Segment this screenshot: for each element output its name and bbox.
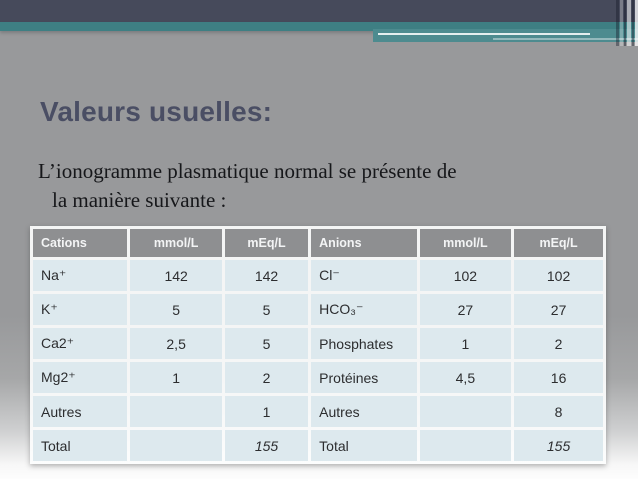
table-row: Ca2⁺ 2,5 5 Phosphates 1 2 [33,328,603,359]
cell-value [130,430,222,461]
cell-anion-label: Phosphates [311,328,417,359]
white-hairline [493,38,638,40]
cell-value: 102 [419,260,512,291]
table-header-row: Cations mmol/L mEq/L Anions mmol/L mEq/L [33,229,603,257]
slide-subtitle: L’ionogramme plasmatique normal se prése… [38,157,457,215]
cell-value: 1 [419,328,512,359]
cell-total-label: Total [311,430,417,461]
slide-title: Valeurs usuelles: [40,96,273,127]
col-header-anions: Anions [311,229,417,257]
cell-value: 2,5 [130,328,222,359]
cell-total-value: 155 [224,430,309,461]
cell-anion-label: HCO₃⁻ [311,294,417,325]
cell-value [130,396,222,427]
stripe [632,0,634,46]
subtitle-line-1: L’ionogramme plasmatique normal se prése… [38,159,457,183]
corner-stripes-decoration [608,0,638,46]
cell-value: 5 [130,294,222,325]
cell-value: 27 [514,294,603,325]
ionogram-table: Cations mmol/L mEq/L Anions mmol/L mEq/L… [30,226,606,464]
cell-value: 2 [224,362,309,393]
col-header-meq-l: mEq/L [224,229,309,257]
teal-right-extension [373,29,638,42]
table-row: Na⁺ 142 142 Cl⁻ 102 102 [33,260,603,291]
stripe [635,0,638,46]
cell-value: 16 [514,362,603,393]
cell-value: 4,5 [419,362,512,393]
stripe [624,0,626,46]
top-navy-bar [0,0,638,22]
cell-value: 8 [514,396,603,427]
cell-total-value: 155 [514,430,603,461]
cell-value: 1 [224,396,309,427]
cell-value: 5 [224,328,309,359]
cell-value [419,396,512,427]
cell-anion-label: Cl⁻ [311,260,417,291]
cell-value [419,430,512,461]
cell-value: 1 [130,362,222,393]
cell-total-label: Total [33,430,128,461]
cell-cation-label: Na⁺ [33,260,128,291]
teal-accent-stripe [0,22,638,31]
cell-cation-label: Autres [33,396,128,427]
stripe [620,0,623,46]
table-total-row: Total 155 Total 155 [33,430,603,461]
col-header-cations: Cations [33,229,128,257]
col-header-mmol-l: mmol/L [130,229,222,257]
col-header-mmol-l: mmol/L [419,229,512,257]
cell-anion-label: Autres [311,396,417,427]
col-header-meq-l: mEq/L [514,229,603,257]
cell-value: 27 [419,294,512,325]
table-row: K⁺ 5 5 HCO₃⁻ 27 27 [33,294,603,325]
cell-cation-label: Mg2⁺ [33,362,128,393]
cell-value: 142 [224,260,309,291]
cell-cation-label: K⁺ [33,294,128,325]
cell-value: 142 [130,260,222,291]
table-row: Autres 1 Autres 8 [33,396,603,427]
stripe [616,0,619,46]
cell-value: 5 [224,294,309,325]
white-hairline [378,33,590,35]
table-row: Mg2⁺ 1 2 Protéines 4,5 16 [33,362,603,393]
cell-value: 2 [514,328,603,359]
cell-anion-label: Protéines [311,362,417,393]
stripe [627,0,631,46]
cell-value: 102 [514,260,603,291]
cell-cation-label: Ca2⁺ [33,328,128,359]
subtitle-line-2: la manière suivante : [52,188,227,212]
